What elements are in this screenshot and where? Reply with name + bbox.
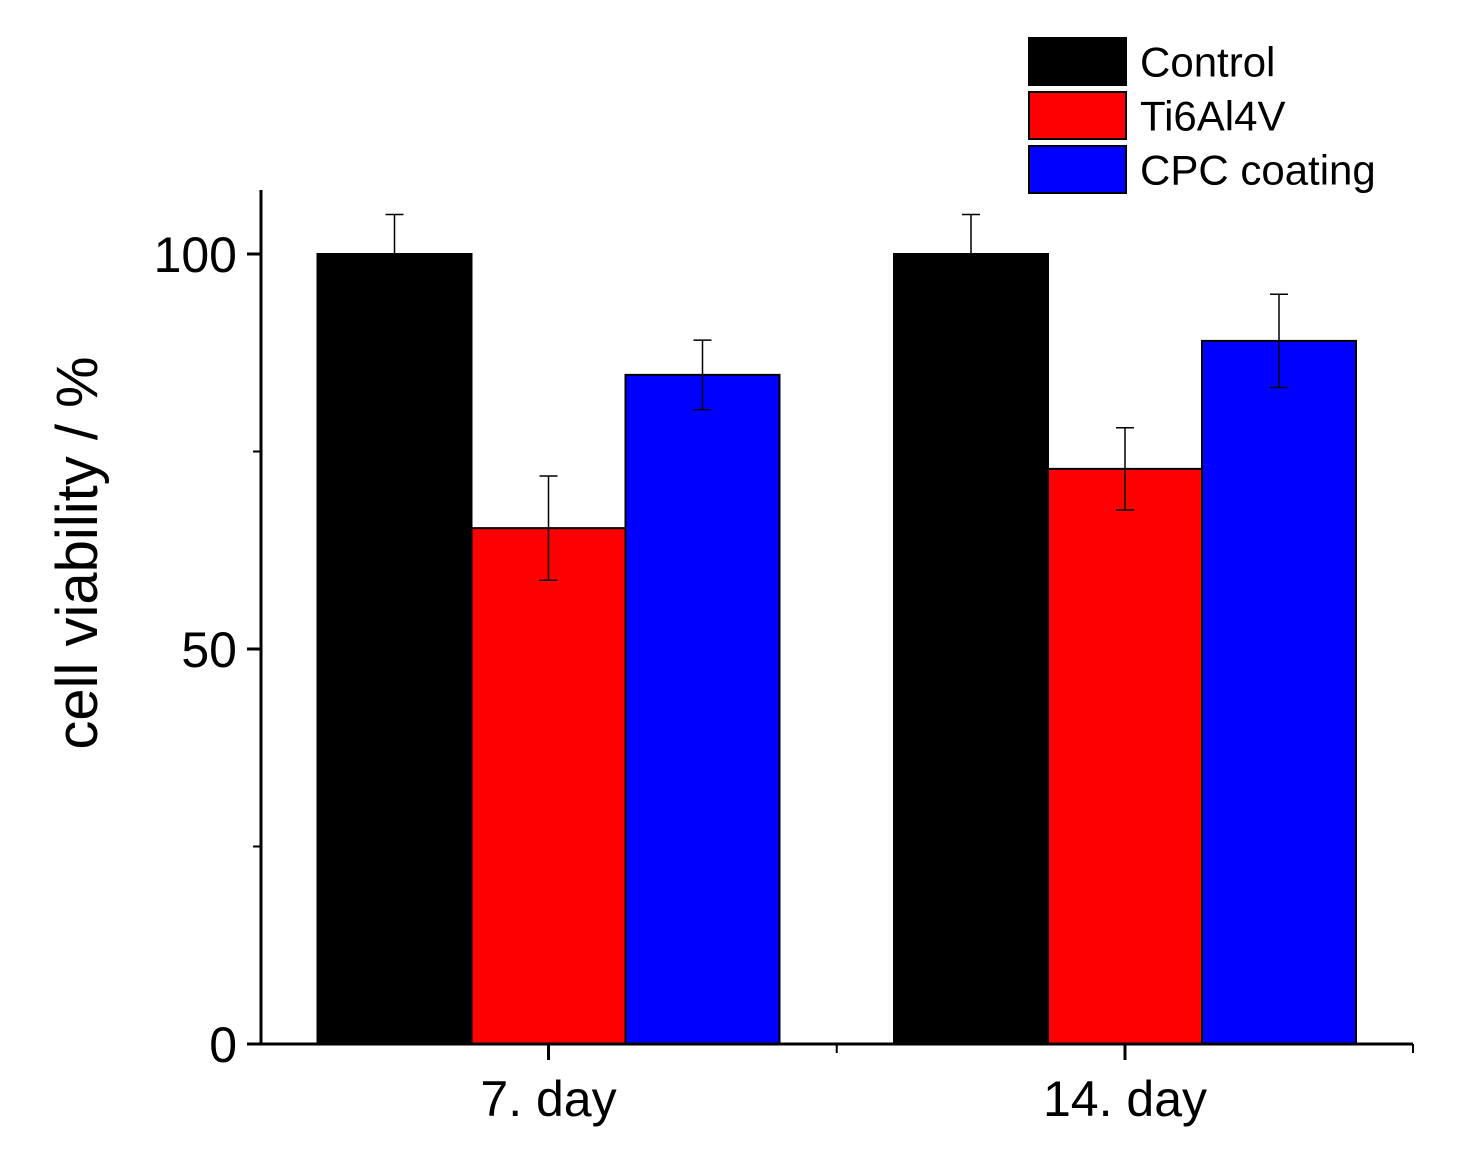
error-bar-control-2 <box>962 213 980 295</box>
x-tick-label: 14. day <box>1043 1071 1207 1127</box>
y-tick-label: 0 <box>209 1017 237 1073</box>
bar-ti6al4v-1 <box>470 527 627 1045</box>
bar-cpc-coating-2 <box>1201 339 1357 1045</box>
legend-label: Control <box>1140 39 1275 86</box>
legend-swatch <box>1028 91 1127 140</box>
ticks-layer: 0 50 100 7. day 14. day <box>154 227 1414 1127</box>
legend-swatch <box>1028 145 1127 194</box>
error-bar-cpc-coating-1 <box>693 339 712 411</box>
y-tick-label: 50 <box>181 622 237 678</box>
bar-control-1 <box>316 253 473 1045</box>
legend-item-ti6al4v: Ti6Al4V <box>1028 91 1286 140</box>
error-bar-cpc-coating-2 <box>1270 293 1288 389</box>
bar-ti6al4v-2 <box>1047 467 1203 1045</box>
y-axis-title: cell viability / % <box>45 356 110 749</box>
y-tick-label: 100 <box>154 227 237 283</box>
error-bars-layer <box>385 213 1288 582</box>
error-bar-control-1 <box>385 213 404 295</box>
bars-layer <box>316 253 1357 1045</box>
legend-item-control: Control <box>1028 37 1275 86</box>
x-tick-label: 7. day <box>480 1071 616 1127</box>
legend-swatch <box>1028 37 1127 86</box>
error-bar-ti6al4v-1 <box>539 475 558 582</box>
bar-control-2 <box>893 253 1049 1045</box>
bar-cpc-coating-1 <box>624 373 781 1045</box>
legend: Control Ti6Al4V CPC coating <box>1028 37 1376 194</box>
legend-label: Ti6Al4V <box>1140 93 1286 140</box>
legend-label: CPC coating <box>1140 147 1376 194</box>
error-bar-ti6al4v-2 <box>1116 427 1134 511</box>
legend-item-cpc-coating: CPC coating <box>1028 145 1376 194</box>
